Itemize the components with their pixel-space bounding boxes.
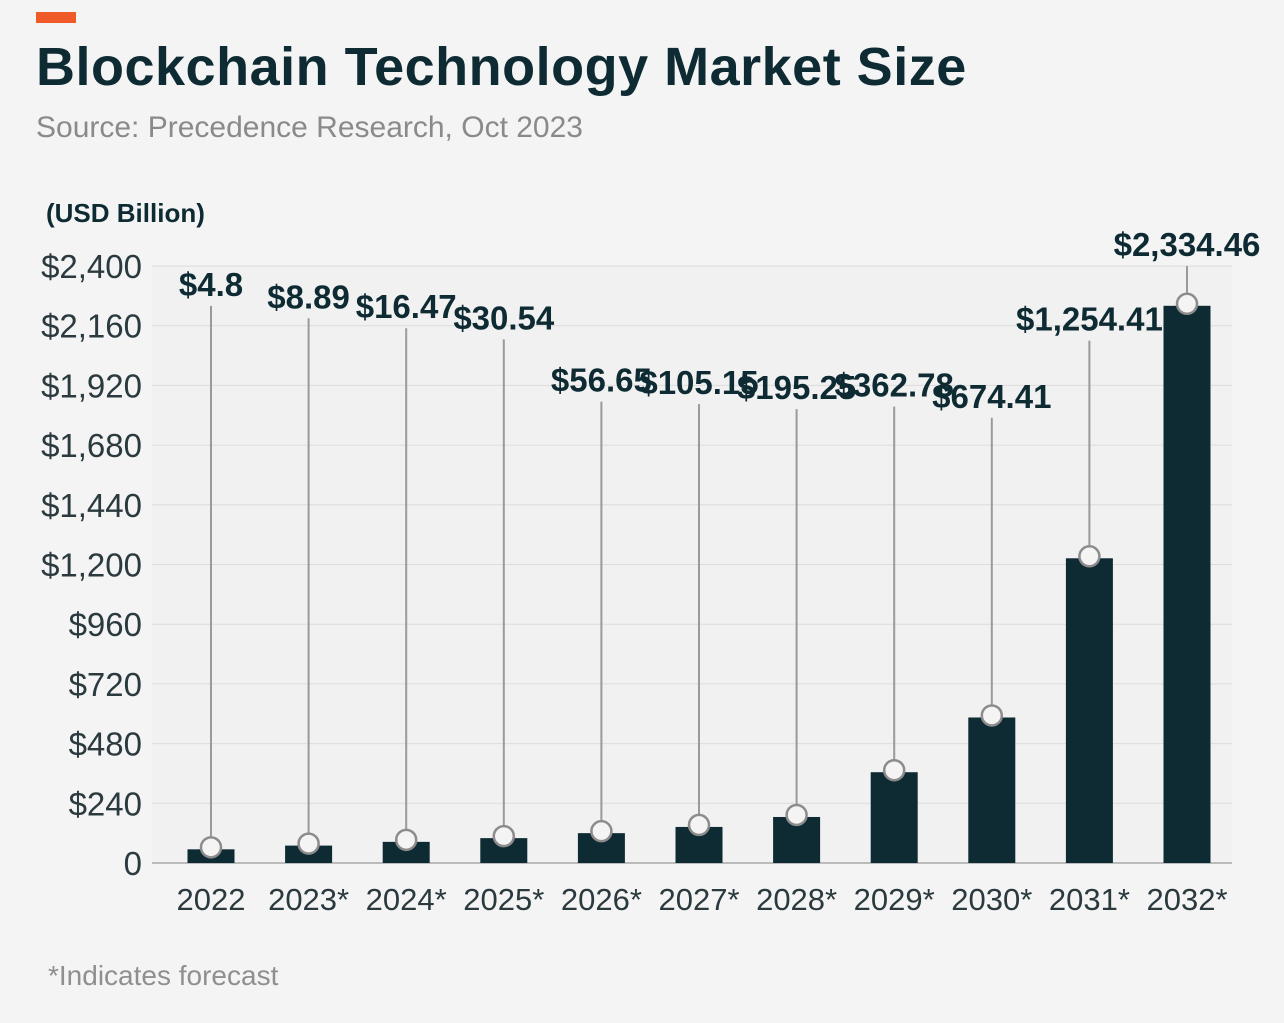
x-tick-label: 2029* <box>854 882 935 917</box>
bar <box>870 772 918 863</box>
x-tick-label: 2024* <box>366 882 447 917</box>
data-label: $105.15 <box>639 364 758 401</box>
value-marker <box>492 824 516 848</box>
value-marker <box>687 813 711 837</box>
x-tick-label: 2027* <box>658 882 739 917</box>
chart-subtitle: Source: Precedence Research, Oct 2023 <box>36 111 583 144</box>
data-label: $4.8 <box>179 266 243 303</box>
value-marker <box>785 803 808 827</box>
value-marker <box>590 819 613 843</box>
data-label: $362.78 <box>835 367 954 404</box>
x-tick-label: 2026* <box>561 882 642 917</box>
bar <box>382 841 430 863</box>
bar <box>968 717 1016 863</box>
y-tick-label: $480 <box>69 726 142 763</box>
value-marker <box>980 704 1004 727</box>
chart-title: Blockchain Technology Market Size <box>36 37 967 97</box>
value-marker <box>297 832 320 855</box>
data-label: $8.89 <box>267 278 350 315</box>
y-tick-label: $1,920 <box>41 367 142 404</box>
data-label: $2,334.46 <box>1114 226 1261 263</box>
y-tick-label: $1,680 <box>41 427 142 464</box>
forecast-footnote: *Indicates forecast <box>48 960 279 991</box>
value-marker <box>394 828 418 852</box>
bar <box>1163 305 1211 863</box>
data-label: $674.41 <box>932 378 1051 415</box>
value-marker <box>1078 545 1101 568</box>
data-label: $1,254.41 <box>1016 301 1163 338</box>
x-tick-label: 2028* <box>756 882 837 917</box>
value-marker <box>882 758 906 782</box>
y-axis-label: (USD Billion) <box>46 198 205 228</box>
x-tick-label: 2030* <box>951 882 1032 917</box>
x-tick-label: 2022 <box>177 882 246 917</box>
x-tick-label: 2023* <box>268 882 349 917</box>
y-tick-label: 0 <box>124 845 142 882</box>
x-tick-label: 2025* <box>463 882 544 917</box>
data-label: $195.25 <box>737 369 856 406</box>
y-tick-label: $2,400 <box>41 248 142 285</box>
y-tick-label: $1,440 <box>41 487 142 524</box>
y-tick-label: $1,200 <box>41 547 142 584</box>
x-tick-label: 2031* <box>1049 882 1130 917</box>
data-label: $30.54 <box>453 299 555 336</box>
data-label: $16.47 <box>356 288 457 325</box>
data-label: $56.65 <box>551 362 652 399</box>
y-tick-label: $2,160 <box>41 308 142 345</box>
y-tick-label: $960 <box>69 606 142 643</box>
bar <box>1065 558 1113 863</box>
x-tick-label: 2032* <box>1146 882 1227 917</box>
value-marker <box>199 836 223 859</box>
value-marker <box>1175 292 1199 316</box>
y-tick-label: $720 <box>69 666 142 703</box>
accent-bar <box>36 12 76 23</box>
y-tick-label: $240 <box>69 785 142 822</box>
